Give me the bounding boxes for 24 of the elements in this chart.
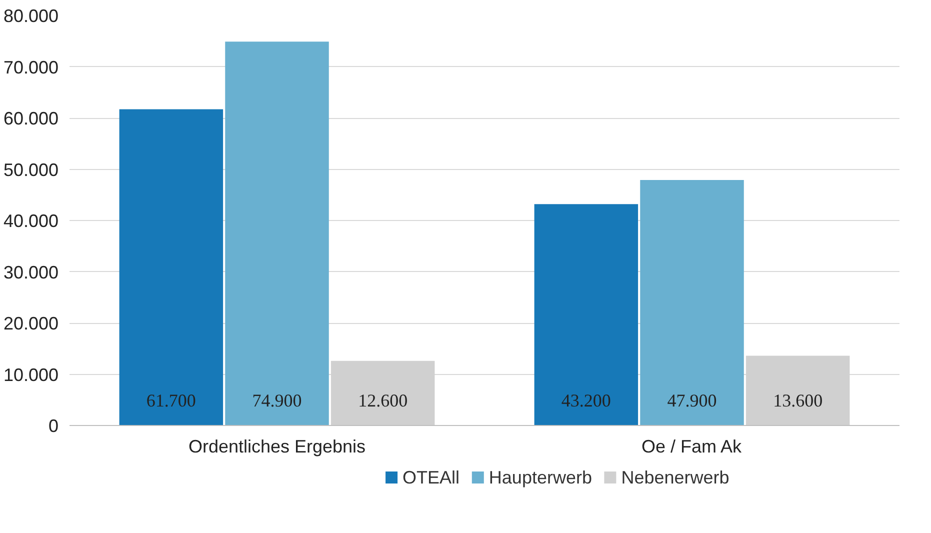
y-tick-label: 20.000 [3,314,59,334]
y-tick-label: 50.000 [3,160,59,180]
data-label: 47.900 [667,390,717,410]
bar [640,180,744,426]
legend-label: Nebenerwerb [621,468,730,488]
y-tick-label: 10.000 [3,364,59,385]
y-tick-label: 80.000 [3,6,59,26]
bar [119,109,224,426]
x-tick-label: Oe / Fam Ak [641,436,743,456]
y-tick-label: 30.000 [3,262,59,282]
legend-label: OTEAll [402,468,460,488]
bar [225,42,329,426]
data-label: 61.700 [146,390,196,410]
data-label: 13.600 [773,390,823,410]
y-tick-label: 40.000 [3,211,59,231]
data-label: 74.900 [252,390,302,410]
legend-label: Haupterwerb [488,468,592,488]
bar [534,204,638,426]
x-tick-label: Ordentliches Ergebnis [188,436,366,456]
y-tick-label: 60.000 [3,108,59,128]
y-tick-label: 0 [48,416,59,436]
y-tick-label: 70.000 [3,57,59,78]
data-label: 12.600 [358,390,408,410]
data-label: 43.200 [561,390,611,410]
